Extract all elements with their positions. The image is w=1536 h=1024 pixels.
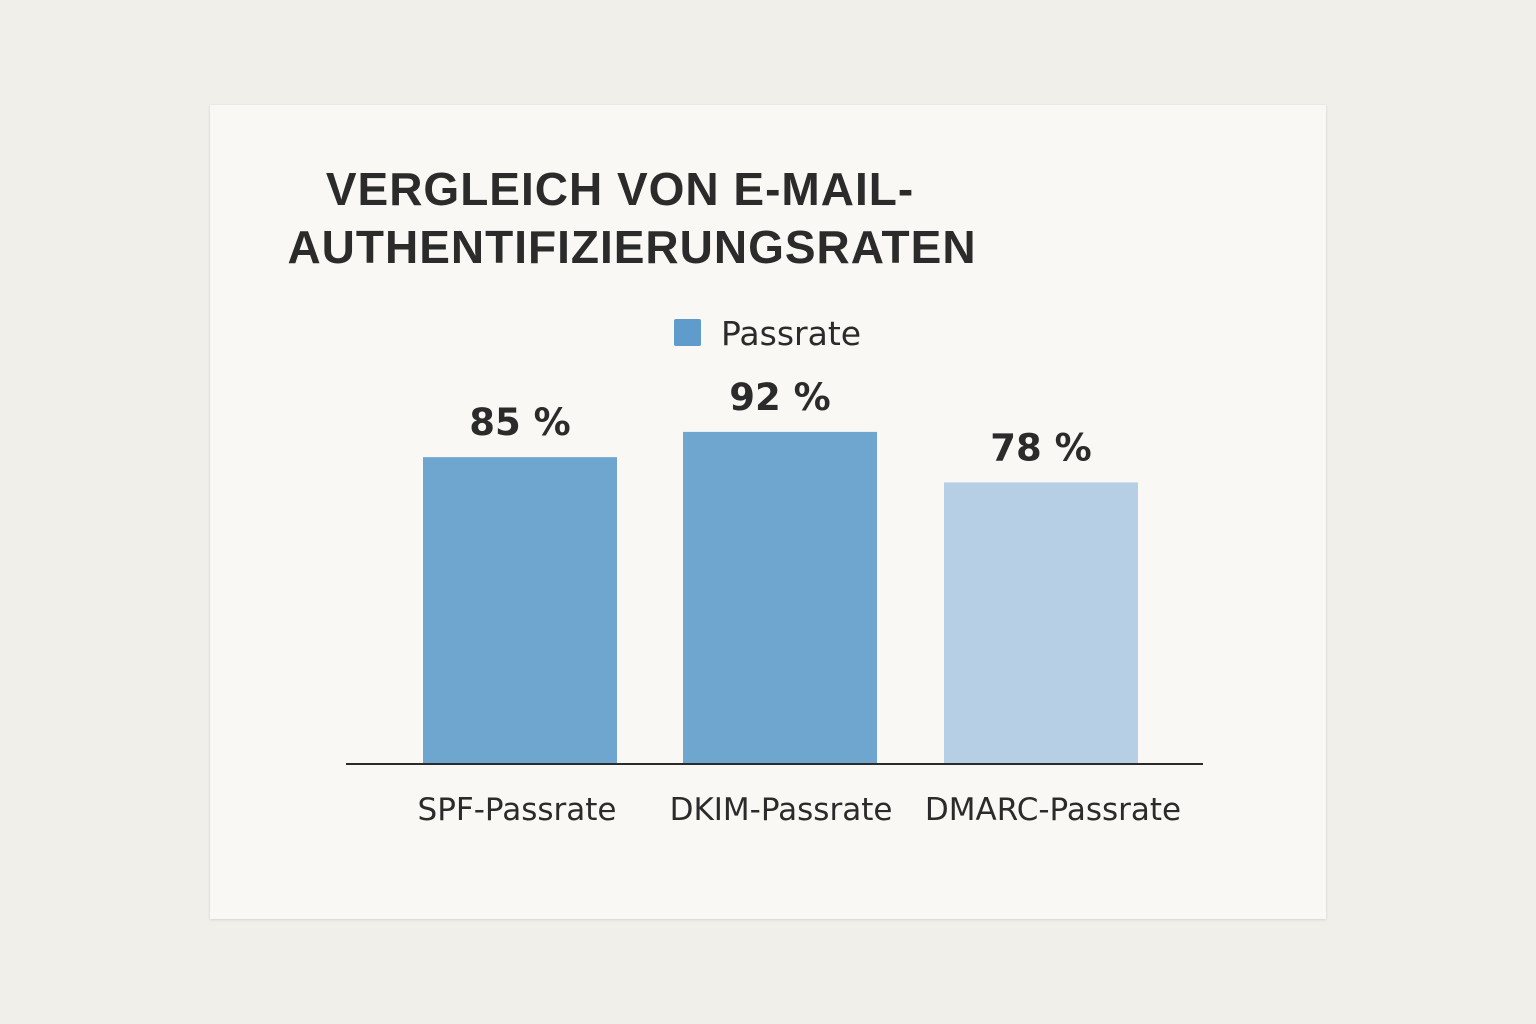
category-label-dmarc: DMARC-Passrate bbox=[925, 792, 1181, 828]
category-label-dkim: DKIM-Passrate bbox=[670, 792, 893, 828]
bar-spf bbox=[423, 457, 617, 764]
chart-title-line-1: VERGLEICH VON E-MAIL- bbox=[326, 163, 914, 215]
value-labels: 85 % 92 % 78 % bbox=[469, 376, 1091, 470]
bar-dkim bbox=[683, 431, 877, 764]
chart-card: VERGLEICH VON E-MAIL- AUTHENTIFIZIERUNGS… bbox=[210, 105, 1326, 919]
bar-chart: VERGLEICH VON E-MAIL- AUTHENTIFIZIERUNGS… bbox=[287, 163, 1203, 828]
bars bbox=[423, 431, 1138, 764]
legend-swatch-passrate bbox=[674, 319, 701, 346]
category-label-spf: SPF-Passrate bbox=[418, 792, 617, 828]
chart-title-line-2: AUTHENTIFIZIERUNGSRATEN bbox=[287, 221, 976, 273]
value-label-dkim: 92 % bbox=[729, 376, 830, 419]
legend-label-passrate: Passrate bbox=[721, 314, 861, 353]
bar-dmarc bbox=[944, 482, 1138, 764]
value-label-dmarc: 78 % bbox=[990, 426, 1091, 469]
category-labels: SPF-Passrate DKIM-Passrate DMARC-Passrate bbox=[418, 792, 1182, 828]
chart-title: VERGLEICH VON E-MAIL- AUTHENTIFIZIERUNGS… bbox=[287, 163, 976, 273]
legend: Passrate bbox=[674, 314, 861, 353]
value-label-spf: 85 % bbox=[469, 401, 570, 444]
